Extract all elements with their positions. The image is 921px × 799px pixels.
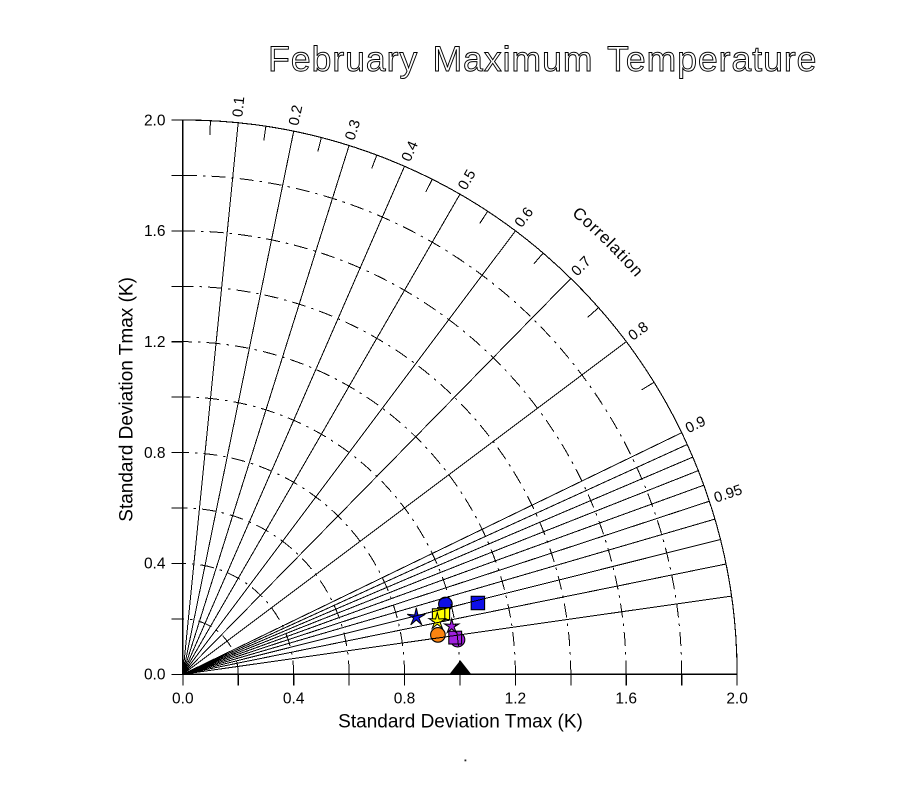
svg-text:2.0: 2.0 — [144, 112, 166, 129]
svg-text:1.6: 1.6 — [144, 223, 166, 240]
svg-text:1.2: 1.2 — [505, 690, 527, 707]
svg-text:0.1: 0.1 — [230, 96, 248, 118]
svg-text:0.2: 0.2 — [286, 104, 306, 127]
svg-text:0.0: 0.0 — [172, 690, 194, 707]
svg-text:0.4: 0.4 — [399, 139, 422, 164]
svg-text:February Maximum Temperature: February Maximum Temperature — [268, 39, 817, 79]
svg-text:2.0: 2.0 — [726, 690, 748, 707]
svg-text:1.2: 1.2 — [144, 334, 166, 351]
svg-text:0.3: 0.3 — [343, 118, 364, 142]
svg-text:0.4: 0.4 — [283, 690, 305, 707]
svg-text:Standard Deviation Tmax (K): Standard Deviation Tmax (K) — [117, 277, 138, 522]
svg-text:Standard Deviation Tmax (K): Standard Deviation Tmax (K) — [338, 711, 583, 732]
svg-text:1.6: 1.6 — [615, 690, 637, 707]
svg-text:0.4: 0.4 — [144, 556, 166, 573]
svg-text:0.0: 0.0 — [144, 667, 166, 684]
svg-text:0.8: 0.8 — [144, 445, 166, 462]
svg-text:0.8: 0.8 — [394, 690, 416, 707]
